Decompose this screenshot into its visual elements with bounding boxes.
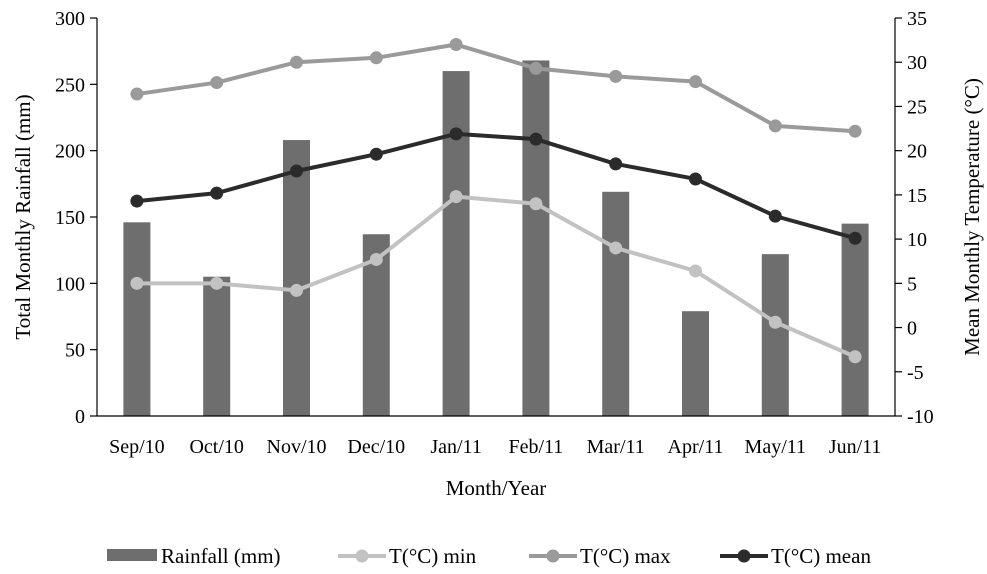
point-tmean-may-11 — [768, 209, 782, 223]
right-y-tick-label: -5 — [907, 362, 924, 384]
x-tick-label: Sep/10 — [109, 436, 165, 458]
legend-swatch-marker-tmax — [546, 549, 560, 563]
point-tmin-jan-11 — [449, 190, 463, 204]
right-y-tick-label: 5 — [907, 273, 917, 295]
left-y-tick-label: 100 — [55, 273, 85, 295]
x-tick-label: Nov/10 — [267, 436, 327, 458]
point-tmin-may-11 — [768, 315, 782, 329]
point-tmax-mar-11 — [609, 69, 623, 83]
right-y-tick-label: 30 — [907, 52, 927, 74]
x-tick-label: Apr/11 — [668, 436, 724, 458]
point-tmax-nov-10 — [290, 55, 303, 69]
point-tmax-feb-11 — [529, 61, 543, 75]
point-tmax-dec-10 — [369, 51, 383, 65]
legend-label-tmean: T(°C) mean — [771, 544, 871, 568]
point-tmin-nov-10 — [290, 283, 303, 297]
point-tmax-oct-10 — [210, 76, 224, 90]
x-tick-label: Dec/10 — [347, 436, 405, 458]
left-y-tick-label: 50 — [65, 340, 85, 362]
right-y-tick-label: 20 — [907, 141, 927, 163]
point-tmean-dec-10 — [369, 147, 383, 161]
point-tmean-apr-11 — [689, 172, 702, 186]
point-tmean-oct-10 — [210, 186, 224, 200]
left-y-axis-title: Total Monthly Rainfall (mm) — [11, 94, 35, 339]
rainfall-bar-jun-11 — [841, 223, 869, 416]
left-y-tick-label: 250 — [55, 74, 85, 96]
legend-item-tmax: T(°C) max — [529, 544, 671, 568]
right-y-tick-label: 0 — [907, 318, 917, 340]
x-tick-label: May/11 — [745, 436, 806, 458]
left-y-tick-label: 300 — [55, 8, 85, 30]
rainfall-bar-sep-10 — [123, 222, 151, 416]
rainfall-bar-jan-11 — [442, 71, 470, 417]
rainfall-bar-apr-11 — [682, 311, 709, 416]
x-tick-label: Feb/11 — [508, 436, 563, 458]
point-tmax-may-11 — [768, 119, 782, 133]
rainfall-bar-may-11 — [761, 254, 789, 416]
point-tmax-sep-10 — [130, 87, 144, 101]
point-tmean-feb-11 — [529, 132, 543, 146]
right-y-tick-label: 35 — [907, 8, 927, 30]
point-tmean-jun-11 — [848, 231, 862, 245]
point-tmin-oct-10 — [210, 276, 224, 290]
bars-layer — [123, 60, 869, 417]
rainfall-bar-feb-11 — [522, 60, 550, 416]
legend-label-tmax: T(°C) max — [580, 544, 671, 568]
point-tmin-mar-11 — [609, 241, 623, 255]
point-tmin-sep-10 — [130, 276, 144, 290]
right-y-axis-title: Mean Monthly Temperature (°C) — [960, 78, 984, 356]
right-y-tick-label: 25 — [907, 96, 927, 118]
rainfall-bar-mar-11 — [602, 191, 630, 416]
right-y-tick-label: 15 — [907, 185, 927, 207]
right-y-tick-label: -10 — [907, 406, 934, 428]
left-y-tick-label: 200 — [55, 141, 85, 163]
rainfall-bar-oct-10 — [203, 276, 231, 416]
legend-swatch-marker-tmin — [355, 549, 369, 563]
line-tmean — [134, 131, 858, 241]
point-tmax-jun-11 — [848, 124, 862, 138]
legend-swatch-marker-tmean — [737, 549, 751, 563]
point-tmean-nov-10 — [290, 164, 303, 178]
legend-label-rainfall: Rainfall (mm) — [161, 544, 281, 568]
left-y-tick-label: 150 — [55, 207, 85, 229]
left-y-tick-label: 0 — [75, 406, 85, 428]
point-tmin-feb-11 — [529, 197, 543, 211]
legend: Rainfall (mm) T(°C) min T(°C) max T(°C) mea… — [107, 544, 871, 568]
line-tmin — [134, 194, 858, 359]
point-tmin-jun-11 — [848, 350, 862, 364]
point-tmean-sep-10 — [130, 194, 144, 208]
point-tmax-apr-11 — [689, 75, 702, 89]
right-y-tick-label: 10 — [907, 229, 927, 251]
legend-item-rainfall: Rainfall (mm) — [107, 544, 281, 568]
x-tick-label: Mar/11 — [587, 436, 645, 458]
legend-item-tmin: T(°C) min — [338, 544, 477, 568]
legend-label-tmin: T(°C) min — [389, 544, 477, 568]
rainfall-bar-nov-10 — [283, 140, 310, 416]
legend-item-tmean: T(°C) mean — [720, 544, 871, 568]
point-tmin-dec-10 — [369, 252, 383, 266]
point-tmin-apr-11 — [689, 264, 702, 278]
x-tick-label: Oct/10 — [189, 436, 243, 458]
lines-layer — [130, 38, 862, 364]
point-tmax-jan-11 — [449, 38, 463, 52]
point-tmean-jan-11 — [449, 127, 463, 141]
legend-swatch-rainfall — [107, 549, 157, 561]
point-tmean-mar-11 — [609, 157, 623, 171]
x-axis-title: Month/Year — [446, 476, 547, 500]
ticks-layer: 0 50 100 150 200 250 300 -10 -5 0 5 10 15 20 25 30 35 Sep… — [55, 8, 934, 458]
line-tmax — [134, 42, 858, 134]
x-tick-label: Jun/11 — [829, 436, 882, 458]
x-tick-label: Jan/11 — [430, 436, 481, 458]
